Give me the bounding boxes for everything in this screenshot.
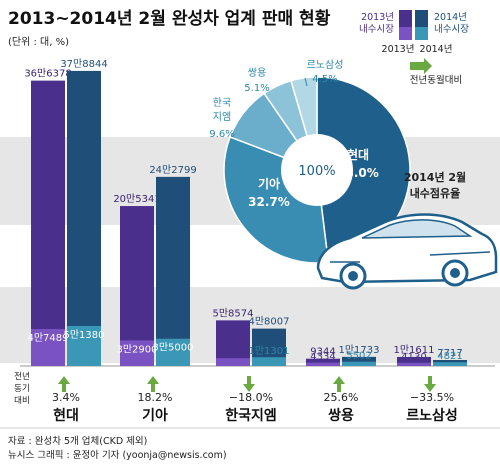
bar-total-기아-1: [156, 176, 190, 366]
legend-arrow-icon: [410, 58, 432, 74]
bar-domestic-현대-0: [31, 329, 65, 366]
pie-leader-line: [304, 77, 308, 87]
bar-total-기아-0: [120, 206, 154, 366]
total-value-label: 9344: [310, 347, 335, 358]
growth-value: 3.4%: [52, 391, 80, 404]
pie-label-name: 르노삼성: [307, 59, 344, 71]
growth-down-arrow-icon: [243, 376, 255, 392]
total-value-label: 4만8007: [248, 316, 289, 328]
growth-row-label-line3: 대비: [14, 396, 30, 406]
bar-domestic-한국지엠-0: [216, 358, 250, 366]
bar-domestic-기아-1: [156, 338, 190, 366]
category-label: 한국지엠: [225, 408, 277, 424]
legend-year-2014: 2014년: [420, 44, 453, 55]
bar-domestic-쌍용-1: [342, 361, 376, 366]
total-value-label: 1만1733: [338, 344, 379, 356]
bar-domestic-현대-1: [67, 325, 101, 366]
growth-row-label-line2: 동기: [14, 384, 30, 394]
domestic-value-label: 5502: [346, 351, 371, 362]
total-value-label: 37만8844: [60, 58, 107, 70]
domestic-value-label: 5만1380: [63, 329, 104, 341]
pie-label-value: 9.6%: [209, 129, 234, 140]
total-value-label: 20만5341: [113, 193, 160, 205]
bar-total-쌍용-1: [342, 356, 376, 366]
domestic-value-label: 4821: [437, 351, 462, 362]
legend-label-2013-line2: 내수시장: [359, 24, 394, 35]
legend-label-2014-line1: 2014년: [434, 12, 467, 23]
bar-total-현대-0: [31, 80, 65, 366]
legend-label-2014-line2: 내수시장: [434, 24, 469, 35]
footer-source: 자료 : 완성차 5개 업체(CKD 제외): [8, 435, 147, 447]
domestic-value-label: 4334: [310, 352, 335, 363]
car-illustration: [316, 213, 498, 290]
total-value-label: 5만8574: [212, 307, 253, 319]
growth-value: 25.6%: [324, 391, 359, 404]
growth-up-arrow-icon: [333, 376, 345, 392]
domestic-value-label: 1만1301: [248, 345, 289, 357]
pie-label-name: 기아: [258, 176, 280, 191]
domestic-value-label: 9973: [220, 347, 245, 358]
pie-label-name: 현대: [347, 147, 369, 162]
legend-label-2013-line1: 2013년: [361, 12, 394, 23]
pie-label-name: 쌍용: [248, 67, 266, 79]
category-label: 현대: [53, 408, 79, 424]
bar-domestic-르노삼성-1: [433, 362, 467, 366]
pie-label-name: 한국: [213, 97, 231, 109]
bar-total-현대-1: [67, 70, 101, 367]
category-label: 쌍용: [328, 408, 354, 424]
total-value-label: 7717: [437, 348, 462, 359]
pie-label-value: 4.5%: [312, 74, 337, 85]
total-value-label: 24만2799: [149, 164, 196, 176]
growth-value: 18.2%: [138, 391, 173, 404]
total-value-label: 36만6378: [24, 68, 71, 80]
pie-label-name: 지엠: [213, 111, 231, 123]
bar-domestic-기아-0: [120, 340, 154, 366]
category-label: 기아: [142, 407, 168, 424]
bar-domestic-르노삼성-0: [397, 362, 431, 366]
donut-center-label: 100%: [298, 164, 335, 179]
bar-domestic-쌍용-0: [306, 362, 340, 366]
growth-value: −18.0%: [229, 391, 273, 404]
total-value-label: 1만1611: [393, 344, 434, 356]
category-label: 르노삼성: [406, 408, 458, 424]
unit-label: (단위 : 대, %): [8, 35, 69, 48]
page-title: 2013~2014년 2월 완성차 업계 판매 현황: [8, 9, 331, 29]
legend: 2013년 내수시장 2014년 내수시장 2013년 2014년 전년동월대비: [359, 10, 469, 86]
growth-row-label-line1: 전년: [14, 371, 30, 382]
pie-label-value: 32.7%: [248, 195, 290, 209]
legend-swatch-2014-domestic: [415, 27, 428, 40]
legend-swatch-2013-domestic: [399, 27, 412, 40]
pie-label-value: 5.1%: [244, 83, 269, 94]
growth-up-arrow-icon: [147, 376, 159, 392]
domestic-value-label: 3만2900: [116, 343, 157, 355]
growth-up-arrow-icon: [58, 376, 70, 392]
growth-value: −33.5%: [410, 391, 454, 404]
legend-growth-label: 전년동월대비: [410, 74, 462, 86]
domestic-value-label: 3만5000: [152, 342, 193, 354]
legend-year-2013: 2013년: [382, 44, 415, 55]
domestic-value-label: 4만7489: [27, 332, 68, 344]
donut-hole: [281, 134, 353, 206]
bar-chart: 36만6378 4만7489 37만8844 5만1380 3.4% 현대 20만5341 3…: [24, 58, 467, 424]
bar-domestic-한국지엠-1: [252, 357, 286, 366]
domestic-value-label: 4130: [401, 352, 426, 363]
bar-total-르노삼성-0: [397, 356, 431, 366]
pie-title-line1: 2014년 2월: [404, 170, 466, 184]
growth-down-arrow-icon: [424, 376, 436, 392]
footer-credit: 뉴시스 그래픽 : 윤정아 기자 (yoonja@newsis.com): [8, 450, 227, 461]
bar-total-쌍용-0: [306, 358, 340, 366]
pie-title-line2: 내수점유율: [410, 186, 461, 200]
